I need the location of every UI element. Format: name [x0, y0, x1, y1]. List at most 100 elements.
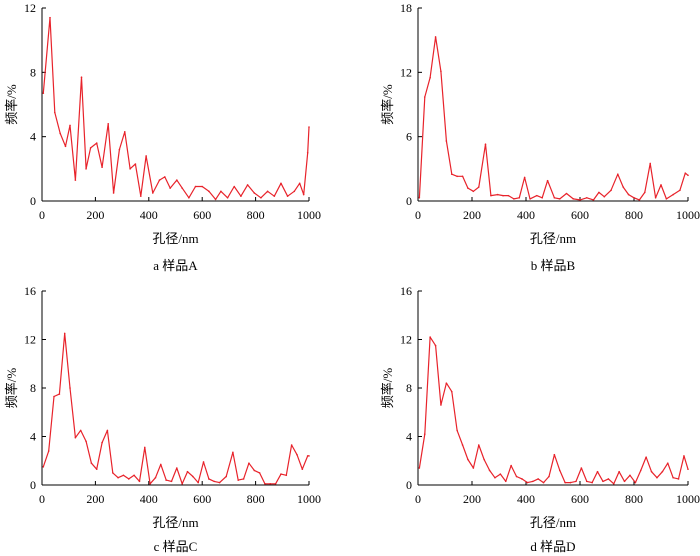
data-point — [633, 196, 635, 199]
data-point — [208, 190, 210, 193]
y-tick-label: 4 — [406, 430, 412, 444]
x-tick-label: 1000 — [676, 492, 700, 506]
data-point — [603, 195, 606, 198]
data-point — [188, 196, 190, 199]
data-point — [90, 462, 93, 464]
data-point — [260, 196, 262, 199]
series-line — [418, 36, 689, 201]
y-tick-label: 16 — [24, 284, 36, 298]
data-point — [192, 475, 194, 478]
data-point — [638, 199, 641, 201]
chart-caption: c 样品C — [154, 539, 198, 554]
data-point — [569, 481, 572, 484]
data-point — [440, 70, 442, 73]
data-point — [499, 473, 502, 475]
data-point — [170, 480, 173, 483]
data-point — [280, 182, 282, 185]
y-tick-label: 8 — [406, 381, 412, 395]
data-point — [306, 455, 309, 457]
x-tick-label: 1000 — [676, 208, 700, 222]
data-point — [138, 480, 141, 483]
data-point — [79, 429, 82, 432]
data-point — [483, 458, 485, 461]
data-point — [232, 451, 234, 454]
data-point — [434, 344, 437, 347]
y-axis-title: 频率/% — [380, 368, 395, 409]
data-point — [654, 196, 657, 199]
data-point — [612, 482, 615, 485]
chart-caption: d 样品D — [530, 539, 575, 554]
data-point — [306, 151, 309, 154]
data-point — [660, 184, 662, 186]
x-tick-label: 0 — [415, 492, 421, 506]
data-point — [456, 175, 458, 178]
x-tick-label: 200 — [86, 208, 104, 222]
data-point — [69, 124, 71, 127]
data-point — [529, 198, 531, 200]
data-point — [450, 390, 453, 393]
data-point — [101, 441, 103, 444]
data-point — [515, 475, 518, 478]
data-point — [106, 429, 109, 432]
x-tick-label: 1000 — [297, 492, 321, 506]
data-point — [461, 175, 464, 178]
data-point — [585, 196, 588, 199]
data-point — [165, 479, 167, 481]
data-point — [296, 453, 298, 456]
data-point — [176, 467, 178, 469]
data-point — [308, 455, 310, 457]
data-point — [536, 194, 538, 197]
data-point — [164, 176, 166, 178]
data-point — [181, 482, 183, 485]
data-point — [467, 458, 469, 461]
data-point — [623, 480, 626, 483]
data-point — [445, 382, 448, 384]
data-point — [101, 166, 103, 169]
data-point — [240, 195, 242, 197]
data-point — [665, 198, 668, 200]
data-point — [553, 196, 556, 199]
x-tick-label: 600 — [193, 208, 211, 222]
data-point — [542, 481, 545, 484]
data-point — [63, 332, 66, 335]
data-point — [80, 76, 83, 78]
data-point — [53, 395, 55, 398]
data-point — [301, 468, 304, 471]
y-tick-label: 12 — [400, 333, 412, 347]
data-point — [59, 132, 61, 135]
data-point — [58, 393, 61, 395]
data-point — [629, 474, 631, 477]
data-point — [494, 476, 496, 479]
data-point — [118, 148, 121, 151]
data-point — [214, 198, 217, 201]
data-point — [523, 176, 526, 179]
data-point — [644, 191, 646, 194]
x-tick-label: 600 — [571, 208, 589, 222]
data-point — [74, 179, 77, 181]
data-point — [418, 196, 421, 199]
data-point — [585, 480, 588, 483]
data-point — [541, 196, 543, 199]
y-tick-label: 8 — [30, 65, 36, 79]
data-point — [42, 466, 45, 468]
data-point — [149, 482, 151, 485]
data-point — [596, 470, 599, 473]
data-point — [684, 172, 687, 174]
series-line — [418, 336, 689, 485]
data-point — [622, 186, 624, 188]
y-tick-label: 4 — [30, 130, 36, 144]
data-point — [490, 194, 492, 197]
data-point — [477, 444, 480, 446]
data-point — [687, 174, 689, 177]
y-axis-title: 频率/% — [380, 84, 395, 125]
data-point — [201, 185, 203, 188]
data-point — [152, 192, 154, 194]
data-point — [111, 472, 114, 474]
data-point — [602, 480, 604, 483]
data-point — [591, 481, 593, 484]
y-tick-label: 12 — [400, 65, 412, 79]
data-point — [450, 173, 453, 175]
data-point — [618, 470, 620, 473]
data-point — [634, 481, 637, 484]
data-point — [553, 453, 556, 456]
